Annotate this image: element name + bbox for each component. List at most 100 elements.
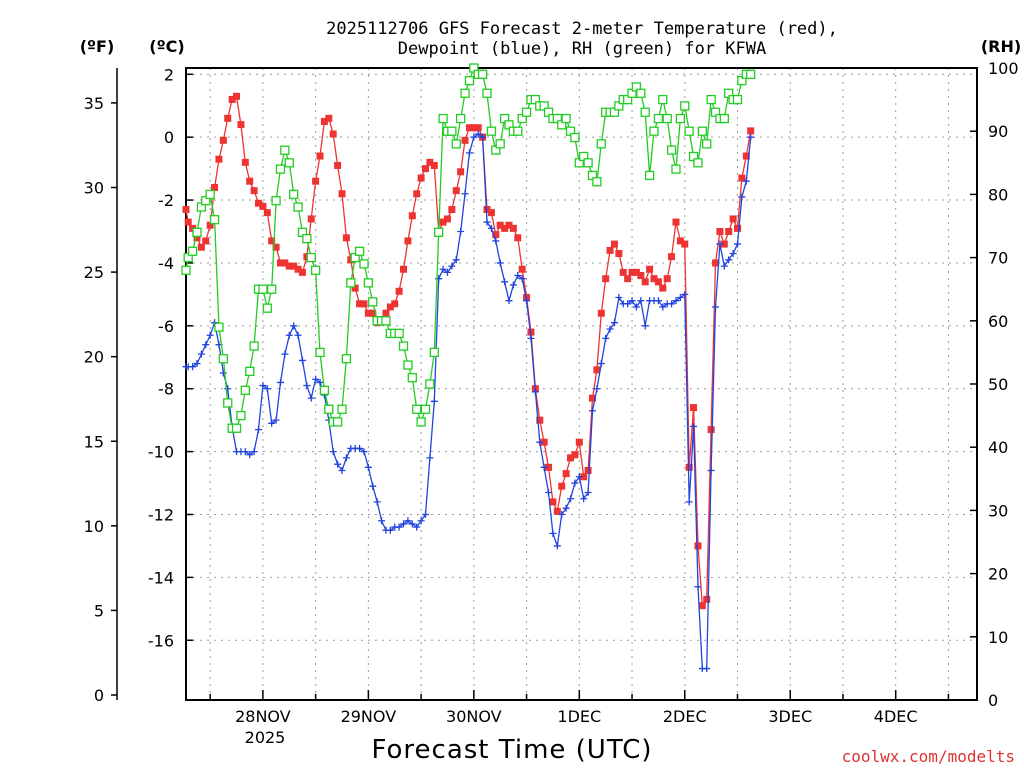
temperature-point (501, 224, 509, 232)
rh-point (398, 341, 409, 351)
dewpoint-point (378, 517, 386, 525)
temperature-point (215, 155, 223, 163)
temperature-point (571, 451, 579, 459)
fahrenheit-tick-label: 5 (94, 601, 104, 620)
rh-point (249, 341, 259, 351)
rh-point (324, 404, 334, 414)
temperature-point (588, 394, 596, 402)
rh-point (649, 126, 659, 136)
dewpoint-point (676, 294, 684, 302)
rh-point (592, 177, 602, 187)
temperature-point (505, 221, 513, 229)
temperature-point (439, 218, 447, 226)
rh-point (477, 69, 488, 79)
series-filled-square (182, 92, 755, 610)
temperature-point (619, 268, 627, 276)
rh-point (662, 113, 672, 124)
dewpoint-point (360, 448, 368, 456)
rh-point (359, 259, 369, 269)
dewpoint-point (285, 331, 293, 339)
rh-point (209, 215, 220, 225)
rh-point (284, 158, 294, 168)
dewpoint-point (417, 517, 425, 525)
temperature-point (540, 438, 548, 446)
temperature-point (580, 473, 588, 481)
x-tick-label: 1DEC (557, 707, 601, 726)
dewpoint-point (316, 378, 324, 386)
temperature-point (452, 187, 460, 195)
rh-point (231, 423, 242, 433)
dewpoint-point (632, 303, 640, 311)
temperature-point (685, 463, 693, 471)
dewpoint-point (470, 133, 478, 141)
dewpoint-point (615, 294, 623, 302)
dewpoint-point (439, 265, 447, 273)
rh-point (644, 170, 655, 181)
temperature-point (470, 124, 478, 132)
celsius-tick-label: -10 (148, 443, 174, 462)
temperature-point (228, 95, 236, 103)
dewpoint-point (624, 300, 632, 308)
dewpoint-point (729, 250, 737, 258)
fahrenheit-tick-label: 30 (84, 179, 104, 198)
rh-point (280, 145, 290, 155)
dewpoint-point (641, 322, 649, 330)
rh-point (680, 101, 690, 111)
temperature-point (233, 92, 241, 100)
temperature-point (184, 218, 192, 226)
temperature-point (628, 268, 636, 276)
dewpoint-point (342, 454, 350, 462)
dewpoint-point (496, 259, 504, 267)
temperature-point (219, 136, 227, 144)
temperature-point (707, 426, 715, 434)
dewpoint-point (562, 504, 570, 512)
temperature-point (632, 268, 640, 276)
temperature-point (386, 303, 394, 311)
temperature-point (465, 124, 473, 132)
dewpoint-point (606, 325, 614, 333)
rh-point (702, 139, 712, 149)
temperature-point (712, 259, 720, 267)
temperature-point (681, 240, 689, 248)
temperature-point (663, 275, 671, 283)
rh-point (218, 354, 229, 364)
celsius-tick-label: -16 (148, 631, 174, 650)
dewpoint-point (659, 303, 667, 311)
dewpoint-point (672, 297, 680, 305)
temperature-point (536, 416, 544, 424)
rh-point (684, 126, 694, 136)
rh-point (425, 379, 435, 389)
rh-point (368, 297, 378, 307)
dewpoint-point (426, 454, 434, 462)
temperature-point (676, 237, 684, 245)
dewpoint-point (404, 517, 412, 525)
rh-point (315, 347, 325, 358)
x-tick-label: 30NOV (446, 707, 502, 726)
temperature-point (646, 265, 654, 273)
dewpoint-point (202, 341, 210, 349)
rh-point (570, 132, 580, 143)
dewpoint-point (536, 438, 544, 446)
dewpoint-point (219, 369, 227, 377)
temperature-point (206, 221, 214, 229)
temperature-point (575, 438, 583, 446)
temperature-point (272, 243, 280, 251)
dewpoint-point (492, 237, 500, 245)
temperature-point (391, 300, 399, 308)
rh-point (464, 75, 475, 86)
rh-point (451, 139, 461, 149)
rh-point (187, 246, 198, 256)
dewpoint-point (483, 218, 491, 226)
temperature-point (641, 278, 649, 286)
unit-label-fahrenheit: (ºF) (80, 37, 115, 56)
chart-title-line2: Dewpoint (blue), RH (green) for KFWA (398, 39, 766, 59)
dewpoint-point (334, 460, 342, 468)
dewpoint-point (189, 363, 197, 371)
rh-tick-label: 40 (988, 438, 1008, 457)
dewpoint-point (338, 466, 346, 474)
dewpoint-point (514, 272, 522, 280)
temperature-point (364, 309, 372, 317)
dewpoint-point (487, 224, 495, 232)
dewpoint-point (588, 407, 596, 415)
temperature-point (298, 268, 306, 276)
